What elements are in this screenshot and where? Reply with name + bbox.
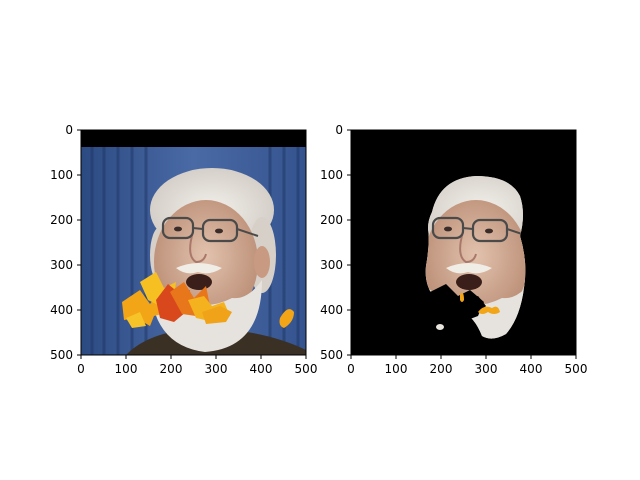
right-xtick-label: 200 xyxy=(430,362,453,376)
left-xtick-label: 200 xyxy=(160,362,183,376)
left-photo xyxy=(81,130,306,355)
left-ytick-label: 400 xyxy=(50,303,73,317)
left-xtick-label: 400 xyxy=(250,362,273,376)
right-ytick-label: 200 xyxy=(320,213,343,227)
left-panel: 0 100 200 300 400 500 0 100 200 300 400 … xyxy=(50,123,317,376)
right-ytick-label: 100 xyxy=(320,168,343,182)
right-xtick-label: 0 xyxy=(347,362,355,376)
right-panel: 0 100 200 300 400 500 0 100 200 300 400 … xyxy=(320,123,587,376)
right-ytick-label: 500 xyxy=(320,348,343,362)
leaf-cluster xyxy=(122,272,294,328)
left-y-ticks xyxy=(77,129,81,356)
left-x-ticks xyxy=(80,355,307,359)
right-x-ticks xyxy=(350,355,577,359)
right-xtick-label: 400 xyxy=(520,362,543,376)
left-ytick-label: 500 xyxy=(50,348,73,362)
left-ytick-label: 0 xyxy=(65,123,73,137)
left-ytick-label: 200 xyxy=(50,213,73,227)
right-xtick-label: 100 xyxy=(385,362,408,376)
right-ytick-label: 400 xyxy=(320,303,343,317)
right-y-ticks xyxy=(347,129,351,356)
left-ytick-label: 100 xyxy=(50,168,73,182)
left-ytick-label: 300 xyxy=(50,258,73,272)
left-xtick-label: 500 xyxy=(295,362,318,376)
left-xtick-label: 0 xyxy=(77,362,85,376)
right-xtick-label: 500 xyxy=(565,362,588,376)
right-ytick-label: 300 xyxy=(320,258,343,272)
right-axes-frame xyxy=(350,129,577,356)
right-mask-image xyxy=(351,130,576,355)
right-ytick-label: 0 xyxy=(335,123,343,137)
left-xtick-label: 300 xyxy=(205,362,228,376)
right-xtick-label: 300 xyxy=(475,362,498,376)
left-xtick-label: 100 xyxy=(115,362,138,376)
left-axes-frame xyxy=(80,129,307,356)
